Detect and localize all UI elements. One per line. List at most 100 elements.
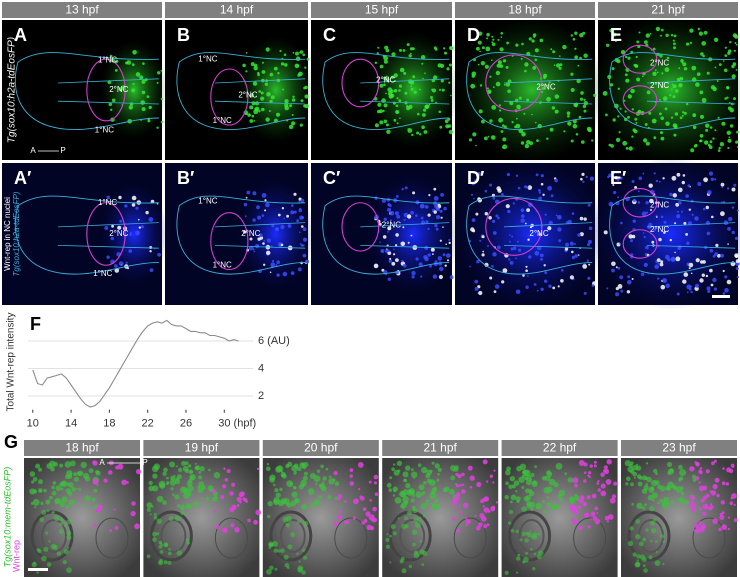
nc-cell	[536, 506, 540, 510]
cell-nucleus	[677, 246, 681, 250]
cell-nucleus	[690, 272, 693, 275]
outline	[215, 222, 306, 249]
nc-cell	[413, 476, 416, 479]
cell-nucleus	[118, 87, 123, 92]
ear	[453, 517, 487, 559]
cell-nucleus	[657, 277, 660, 280]
cell-nucleus	[141, 107, 146, 112]
column-header	[311, 2, 452, 18]
cell-nucleus	[471, 71, 477, 77]
wnt-cell	[483, 496, 489, 502]
cell-nucleus	[439, 266, 444, 272]
cell-nucleus	[538, 196, 542, 201]
cell-nucleus	[382, 235, 387, 239]
cell-nucleus	[675, 256, 681, 262]
wnt-cell	[256, 467, 260, 471]
cell-nucleus	[729, 124, 734, 128]
wnt-cell	[95, 507, 101, 513]
cell-nucleus	[683, 67, 688, 71]
tissue-glow	[237, 36, 315, 144]
cell-nucleus	[383, 55, 389, 61]
nc-label: 2°NC	[382, 221, 401, 230]
cell-nucleus	[643, 262, 648, 267]
wnt-cell	[699, 467, 703, 470]
cell-nucleus	[287, 224, 292, 228]
nc-cell	[524, 476, 529, 481]
nc-cell	[282, 473, 287, 479]
cell-nucleus	[589, 176, 595, 181]
nc-cell	[665, 485, 671, 491]
wnt-cell	[694, 461, 698, 464]
wnt-cell	[489, 474, 494, 478]
cell-nucleus	[662, 278, 667, 283]
cell-nucleus	[695, 82, 700, 87]
wnt-cell	[582, 502, 587, 507]
nc-cell	[66, 519, 72, 525]
nc-cell	[168, 516, 174, 522]
cell-nucleus	[486, 32, 490, 37]
nc-cell	[273, 499, 280, 506]
cell-nucleus	[633, 129, 638, 134]
nc-cell	[301, 503, 307, 510]
nc-cell	[662, 526, 665, 530]
wnt-cell	[469, 475, 475, 481]
micrograph	[382, 458, 499, 577]
column-header	[24, 440, 140, 456]
cell-nucleus	[631, 135, 634, 138]
cell-nucleus	[591, 284, 595, 287]
cell-nucleus	[479, 50, 481, 53]
cell-nucleus	[476, 171, 482, 177]
cell-nucleus	[574, 254, 578, 258]
nc-label: 1°NC	[213, 260, 232, 269]
cell-nucleus	[683, 272, 689, 277]
cell-nucleus	[396, 97, 399, 100]
wnt-cell	[613, 481, 618, 486]
cell-nucleus	[502, 59, 507, 63]
nc-cell	[186, 541, 190, 545]
nc-cell	[43, 488, 47, 493]
cell-nucleus	[701, 97, 707, 103]
cell-nucleus	[720, 182, 725, 187]
nc-cell	[292, 485, 297, 490]
cell-nucleus	[276, 273, 280, 277]
cell-nucleus	[672, 84, 677, 89]
wnt-cell	[103, 478, 108, 483]
nc-cell	[410, 498, 415, 503]
nc-cell	[61, 496, 68, 503]
cell-nucleus	[516, 104, 521, 110]
cell-nucleus	[674, 222, 677, 225]
cell-nucleus	[301, 216, 304, 219]
cell-nucleus	[719, 142, 725, 147]
nc-cell	[314, 499, 321, 506]
nc-cell	[648, 555, 653, 560]
nc-cell	[50, 543, 57, 550]
cell-nucleus	[676, 214, 681, 219]
cell-nucleus	[111, 224, 114, 228]
nc-cell	[197, 487, 204, 494]
wnt-cell	[453, 507, 456, 510]
cell-nucleus	[539, 38, 544, 43]
scale-bar	[712, 295, 730, 298]
cell-nucleus	[393, 73, 398, 78]
cell-nucleus	[675, 202, 680, 207]
cell-nucleus	[543, 84, 545, 87]
wnt-cell	[349, 474, 353, 478]
cell-nucleus	[712, 254, 716, 258]
nc-cell	[146, 507, 152, 512]
cell-nucleus	[500, 32, 504, 35]
cell-nucleus	[261, 214, 265, 217]
cell-nucleus	[527, 238, 530, 241]
cell-nucleus	[686, 284, 692, 290]
wnt-cell	[600, 472, 605, 478]
nc-cell	[553, 482, 559, 488]
cell-nucleus	[672, 95, 676, 99]
nc-cell	[167, 551, 172, 556]
cell-nucleus	[508, 258, 511, 261]
nc-cell	[290, 532, 296, 537]
cell-nucleus	[731, 187, 736, 192]
cell-nucleus	[583, 291, 587, 295]
nc-cell	[641, 488, 648, 494]
cell-nucleus	[302, 53, 306, 57]
wnt-cell	[215, 524, 220, 530]
nc-cell	[675, 506, 678, 509]
